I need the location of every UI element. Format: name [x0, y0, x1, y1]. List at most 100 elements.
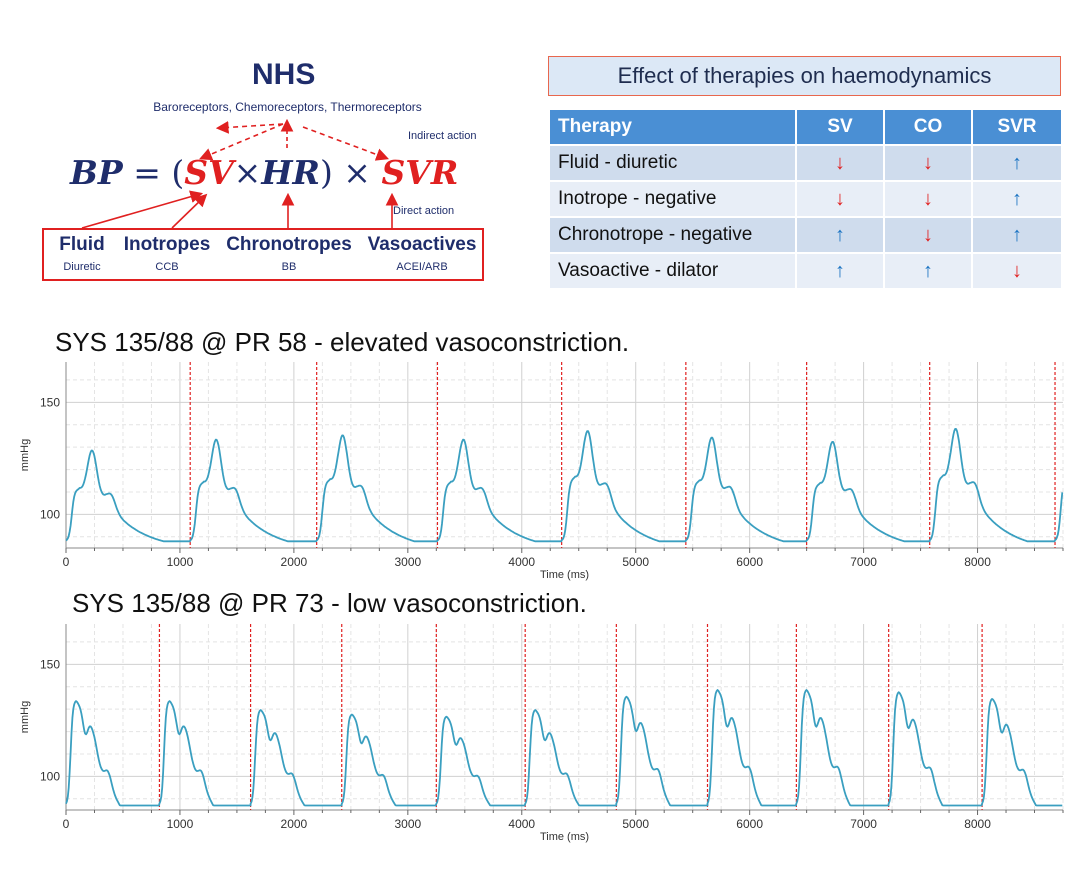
arrow-down-icon: ↓ [923, 223, 933, 246]
x-tick-label: 0 [63, 817, 70, 831]
svr-cell: ↑ [971, 216, 1063, 254]
indirect-arrow-svr [302, 126, 389, 161]
arrow-up-icon: ↑ [1012, 187, 1022, 210]
arrow-down-icon: ↓ [923, 187, 933, 210]
eq-svr: SVR [381, 153, 459, 192]
therapy-drug: Diuretic [63, 261, 101, 273]
x-tick-label: 4000 [508, 817, 535, 831]
direct-arrow-fluid [81, 190, 204, 229]
nhs-title: NHS [252, 58, 316, 91]
sv-cell: ↓ [795, 144, 885, 182]
y-axis-label: mmHg [19, 439, 31, 471]
x-tick-label: 3000 [394, 817, 421, 831]
eq-hr: HR [261, 153, 320, 192]
therapy-chronotropes: Chronotropes BB [224, 234, 354, 273]
x-tick-label: 8000 [964, 817, 991, 831]
therapy-drug: BB [281, 261, 297, 273]
co-cell: ↓ [883, 144, 973, 182]
table-header-row: Therapy SV CO SVR [548, 108, 1063, 146]
therapy-box: Fluid Diuretic Inotropes CCB Chronotrope… [42, 228, 484, 281]
arrow-down-icon: ↓ [835, 187, 845, 210]
sv-cell: ↑ [795, 252, 885, 290]
therapy-cell: Fluid - diuretic [548, 144, 797, 182]
arrow-up-icon: ↑ [1012, 151, 1022, 174]
table-row: Chronotrope - negative ↑ ↓ ↑ [548, 216, 1063, 254]
x-tick-label: 2000 [281, 817, 308, 831]
y-tick-label: 150 [40, 395, 60, 409]
pressure-waveform [65, 428, 1064, 543]
therapy-fluid: Fluid Diuretic [54, 234, 110, 273]
x-tick-label: 8000 [964, 555, 991, 569]
indirect-arrow-left [215, 121, 284, 134]
table-row: Vasoactive - dilator ↑ ↑ ↓ [548, 252, 1063, 290]
x-tick-label: 7000 [850, 555, 877, 569]
eq-close: ) × [319, 153, 382, 192]
therapy-name: Vasoactives [367, 234, 477, 255]
y-tick-label: 100 [40, 507, 60, 521]
therapy-cell: Inotrope - negative [548, 180, 797, 218]
svr-cell: ↑ [971, 144, 1063, 182]
x-tick-label: 0 [63, 555, 70, 569]
chart2-plot: 0 1000 2000 3000 4000 5000 6000 7000 8000 100 150 T… [19, 624, 1064, 843]
x-tick-label: 5000 [622, 555, 649, 569]
x-tick-label: 1000 [167, 555, 194, 569]
arrow-up-icon: ↑ [835, 259, 845, 282]
x-tick-label: 7000 [850, 817, 877, 831]
arrow-up-icon: ↑ [835, 223, 845, 246]
co-cell: ↓ [883, 216, 973, 254]
y-tick-label: 100 [40, 769, 60, 783]
x-tick-label: 6000 [736, 555, 763, 569]
table-row: Fluid - diuretic ↓ ↓ ↑ [548, 144, 1063, 182]
x-tick-label: 3000 [394, 555, 421, 569]
arrow-down-icon: ↓ [923, 151, 933, 174]
chart1-plot: 0 1000 2000 3000 4000 5000 6000 7000 8000 100 150 T… [19, 362, 1064, 581]
indirect-action-label: Indirect action [408, 130, 477, 142]
table-body: Fluid - diuretic ↓ ↓ ↑ Inotrope - negative ↓ ↓… [548, 144, 1063, 290]
header-sv: SV [795, 108, 885, 146]
eq-equals: = ( [122, 153, 185, 192]
x-tick-label: 5000 [622, 817, 649, 831]
direct-arrow-inotropes [171, 193, 208, 229]
nhs-arrows [81, 118, 399, 229]
arrow-up-icon: ↑ [923, 259, 933, 282]
x-tick-label: 1000 [167, 817, 194, 831]
table-title: Effect of therapies on haemodynamics [548, 56, 1061, 96]
eq-times: × [233, 153, 262, 192]
x-axis-label: Time (ms) [540, 831, 589, 843]
x-axis-label: Time (ms) [540, 569, 589, 581]
svr-cell: ↓ [971, 252, 1063, 290]
chart1-title: SYS 135/88 @ PR 58 - elevated vasoconstr… [55, 327, 630, 357]
header-therapy: Therapy [548, 108, 797, 146]
receptors-subtitle: Baroreceptors, Chemoreceptors, Thermorec… [153, 100, 422, 114]
x-tick-label: 2000 [281, 555, 308, 569]
therapy-vasoactives: Vasoactives ACEI/ARB [366, 234, 478, 273]
direct-action-label: Direct action [393, 205, 455, 217]
arrow-down-icon: ↓ [1012, 259, 1022, 282]
arrow-down-icon: ↓ [835, 151, 845, 174]
chart2-title: SYS 135/88 @ PR 73 - low vasoconstrictio… [72, 588, 587, 618]
eq-sv: SV [184, 153, 234, 192]
therapy-name: Fluid [59, 234, 105, 255]
x-tick-label: 6000 [736, 817, 763, 831]
therapy-inotropes: Inotropes CCB [122, 234, 212, 273]
therapy-cell: Vasoactive - dilator [548, 252, 797, 290]
bp-equation: BP = (SV×HR) × SVR [70, 153, 458, 192]
therapy-drug: CCB [155, 261, 179, 273]
therapy-name: Inotropes [123, 234, 211, 255]
svr-cell: ↑ [971, 180, 1063, 218]
table-row: Inotrope - negative ↓ ↓ ↑ [548, 180, 1063, 218]
eq-bp: BP [70, 153, 123, 192]
therapy-drug: ACEI/ARB [396, 261, 448, 273]
x-tick-label: 4000 [508, 555, 535, 569]
co-cell: ↓ [883, 180, 973, 218]
arrow-up-icon: ↑ [1012, 223, 1022, 246]
header-co: CO [883, 108, 973, 146]
co-cell: ↑ [883, 252, 973, 290]
indirect-arrow-sv [199, 123, 284, 161]
y-tick-label: 150 [40, 657, 60, 671]
pressure-waveform [65, 689, 1063, 807]
sv-cell: ↑ [795, 216, 885, 254]
sv-cell: ↓ [795, 180, 885, 218]
therapy-cell: Chronotrope - negative [548, 216, 797, 254]
haemodynamics-table: Therapy SV CO SVR Fluid - diuretic ↓ ↓ ↑ Ino… [548, 108, 1063, 290]
